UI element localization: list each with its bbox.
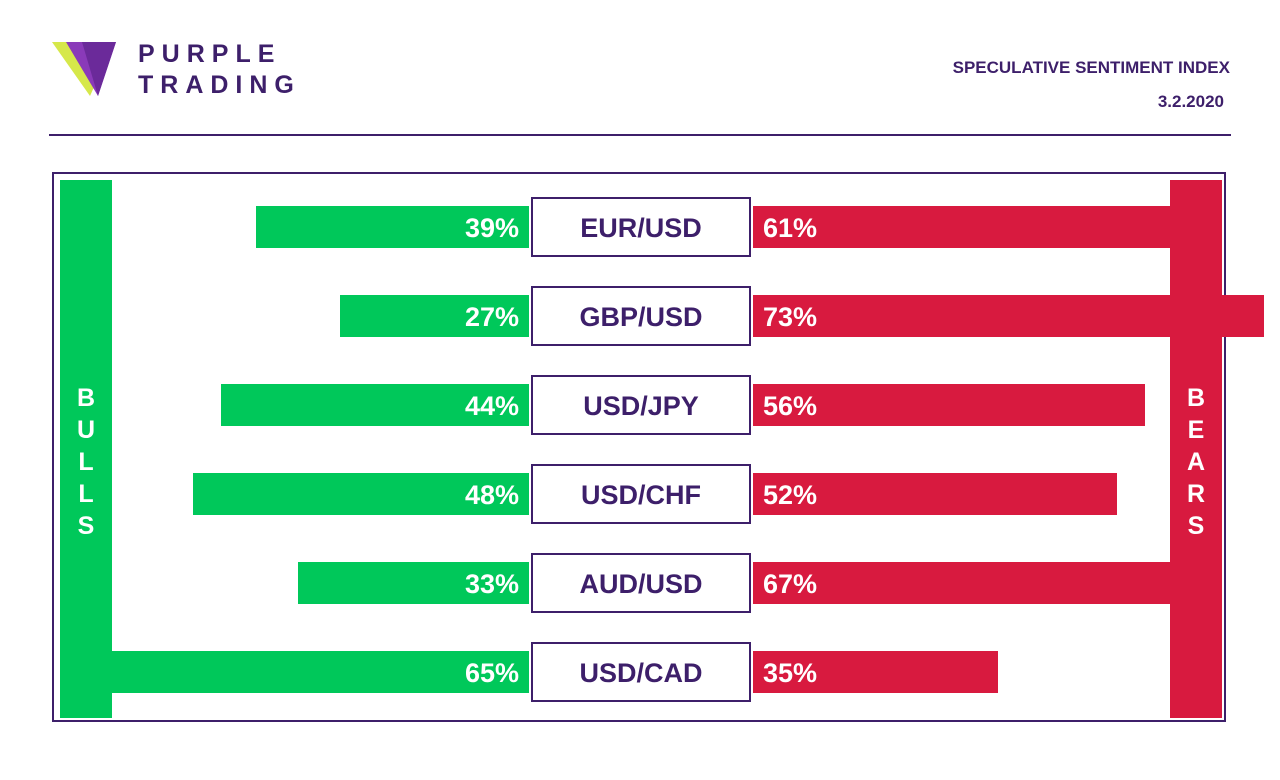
bull-bar: [221, 384, 529, 426]
bear-value-label: 67%: [763, 569, 817, 599]
currency-pair-label: USD/JPY: [583, 391, 699, 421]
bear-bar: [753, 651, 998, 693]
chart-frame: [52, 172, 1226, 722]
header-divider: [49, 134, 1231, 136]
side-label-letter: U: [76, 416, 96, 444]
bull-bar: [298, 562, 529, 604]
bull-value-label: 27%: [465, 302, 519, 332]
report-title: SPECULATIVE SENTIMENT INDEX: [952, 58, 1230, 77]
side-label-letter: L: [78, 448, 94, 476]
bull-value-label: 33%: [465, 569, 519, 599]
brand-name-line1: PURPLE: [138, 40, 282, 68]
bear-value-label: 73%: [763, 302, 817, 332]
bull-value-label: 65%: [465, 658, 519, 688]
bear-bar: [753, 295, 1264, 337]
pair-label-box: [531, 464, 751, 524]
brand-name-line2: TRADING: [138, 71, 301, 99]
bull-value-label: 48%: [465, 480, 519, 510]
purple-trading-triangle-logo-icon: [52, 42, 116, 96]
bear-value-label: 35%: [763, 658, 817, 688]
bear-value-label: 61%: [763, 213, 817, 243]
side-label-letter: B: [1186, 384, 1206, 412]
currency-pair-label: USD/CHF: [581, 480, 701, 510]
bear-bar: [753, 562, 1222, 604]
bear-bar: [753, 473, 1117, 515]
bull-bar: [193, 473, 529, 515]
pair-label-box: [531, 642, 751, 702]
bull-bar: [74, 651, 529, 693]
pair-label-box: [531, 553, 751, 613]
currency-pair-label: GBP/USD: [579, 302, 702, 332]
bear-bar: [753, 384, 1145, 426]
side-label-letter: A: [1186, 448, 1206, 476]
bull-bar: [340, 295, 529, 337]
currency-pair-label: EUR/USD: [580, 213, 702, 243]
bear-value-label: 52%: [763, 480, 817, 510]
pair-label-box: [531, 375, 751, 435]
side-label-letter: R: [1186, 480, 1206, 508]
bull-value-label: 44%: [465, 391, 519, 421]
report-date: 3.2.2020: [1157, 92, 1224, 111]
bear-value-label: 56%: [763, 391, 817, 421]
pair-label-box: [531, 197, 751, 257]
bear-bar: [753, 206, 1180, 248]
currency-pair-label: AUD/USD: [579, 569, 702, 599]
brand-logo: PURPLE TRADING: [52, 40, 312, 100]
side-label-letter: L: [78, 480, 94, 508]
currency-pair-label: USD/CAD: [579, 658, 702, 688]
side-label-letter: S: [77, 512, 95, 540]
bull-bar: [256, 206, 529, 248]
pair-label-box: [531, 286, 751, 346]
side-label-letter: E: [1187, 416, 1205, 444]
side-label-letter: S: [1187, 512, 1205, 540]
side-label-letter: B: [76, 384, 96, 412]
bull-value-label: 39%: [465, 213, 519, 243]
